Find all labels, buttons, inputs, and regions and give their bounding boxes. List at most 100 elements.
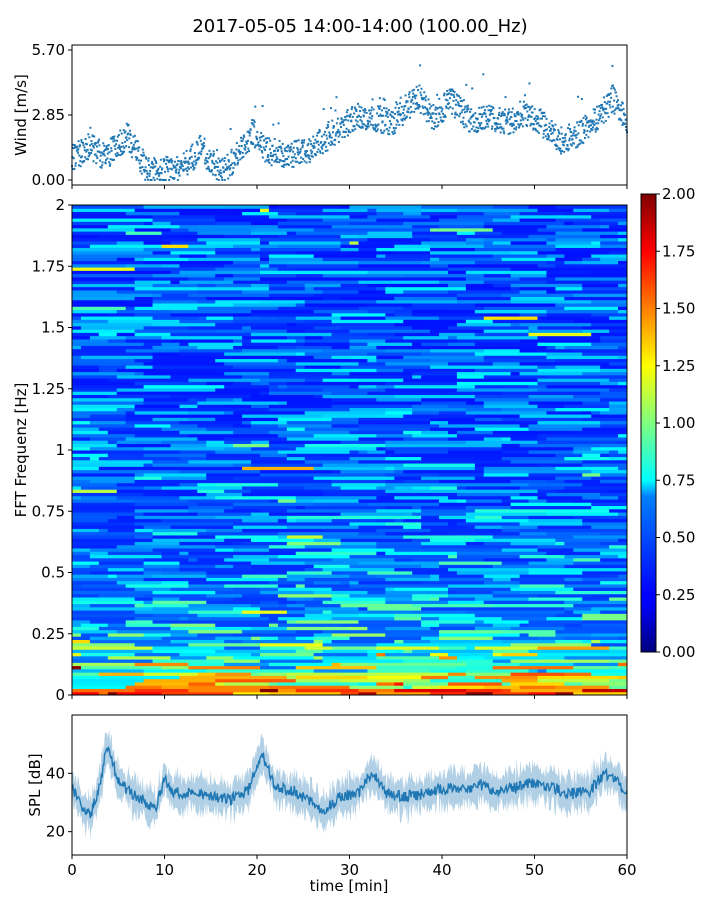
wind-point	[461, 109, 464, 112]
spectrogram-cell	[72, 623, 82, 627]
spectrogram-cell	[456, 374, 485, 379]
spectrogram-cell	[537, 440, 619, 444]
wind-point	[76, 149, 79, 152]
wind-point	[515, 119, 518, 122]
spectrogram-cell	[358, 499, 440, 503]
wind-point	[500, 113, 503, 116]
spectrogram-cell	[555, 538, 619, 542]
spectrogram-cell	[197, 397, 207, 402]
spectrogram-cell	[385, 479, 404, 484]
spectrogram-cell	[98, 528, 109, 533]
wind-point	[284, 149, 287, 152]
spectrogram-cell	[331, 482, 386, 487]
wind-point	[398, 112, 401, 115]
spectrogram-cell	[72, 227, 136, 232]
wind-point	[327, 125, 330, 128]
wind-point	[282, 165, 285, 168]
spectrogram-cell	[519, 528, 592, 533]
spectrogram-cell	[519, 485, 565, 490]
wind-point	[456, 113, 459, 116]
spectrogram-cell	[394, 469, 404, 474]
spectrogram-cell	[134, 407, 189, 412]
spectrogram-cell	[367, 231, 413, 235]
spectrogram-cell	[125, 417, 154, 422]
spectrogram-cell	[125, 410, 136, 415]
wind-point	[336, 131, 339, 134]
wind-point	[358, 105, 361, 108]
wind-point	[85, 157, 88, 160]
wind-point	[570, 131, 573, 134]
spectrogram-cell	[367, 662, 404, 667]
spectrogram-cell	[528, 450, 574, 454]
spectrogram-cell	[528, 515, 574, 520]
wind-point	[597, 122, 600, 125]
spectrogram-cell	[412, 410, 440, 415]
spectrogram-cell	[412, 610, 467, 614]
spectrogram-cell	[349, 240, 359, 245]
spectrogram-cell	[116, 374, 171, 379]
wind-point	[85, 150, 88, 153]
wind-point	[327, 142, 330, 145]
wind-point	[241, 156, 244, 159]
spectrogram-cell	[349, 636, 422, 640]
spectrogram-cell	[439, 561, 503, 565]
spectrogram-cell	[439, 642, 512, 647]
spectrogram-cell	[501, 365, 538, 369]
wind-point	[382, 131, 385, 134]
wind-point	[252, 119, 255, 122]
wind-point	[456, 94, 459, 97]
wind-point	[379, 129, 382, 132]
wind-point	[425, 95, 428, 98]
spectrogram-cell	[206, 655, 234, 660]
spectrogram-cell	[233, 521, 306, 526]
spectrogram-cell	[546, 309, 619, 314]
wind-point	[511, 123, 514, 126]
spectrogram-cell	[286, 456, 306, 461]
wind-point	[560, 126, 563, 129]
wind-point	[97, 140, 100, 143]
spectrogram-cell	[430, 528, 503, 533]
wind-point	[470, 108, 473, 111]
wind-point	[355, 109, 358, 112]
wind-point	[488, 113, 491, 116]
spectrogram-cell	[412, 538, 431, 542]
spectrogram-cell	[555, 453, 583, 458]
spectrogram-cell	[116, 544, 145, 549]
wind-point	[286, 162, 289, 165]
spectrogram-cell	[304, 485, 342, 490]
wind-point	[543, 129, 546, 132]
wind-point	[471, 115, 474, 118]
spectrogram-cell	[224, 263, 261, 268]
wind-point	[451, 88, 454, 91]
wind-point	[379, 113, 382, 116]
y-tick-label: 0	[55, 686, 65, 704]
wind-point	[613, 112, 616, 115]
spectrogram-cell	[233, 355, 315, 360]
wind-point	[415, 85, 418, 88]
spectrogram-cell	[72, 554, 91, 559]
wind-point	[386, 111, 389, 114]
wind-point	[315, 154, 318, 157]
spectrogram-cell	[492, 564, 565, 569]
wind-point	[526, 118, 529, 121]
wind-point	[525, 123, 528, 126]
wind-point	[340, 118, 343, 121]
spectrogram-cell	[331, 423, 359, 428]
wind-point	[453, 91, 456, 94]
wind-point	[286, 145, 289, 148]
spectrogram-cell	[80, 495, 118, 500]
spectrogram-cell	[188, 410, 225, 415]
wind-point	[98, 144, 101, 147]
wind-point	[377, 114, 380, 117]
spectrogram-cell	[349, 214, 368, 219]
wind-point	[153, 158, 156, 161]
spectrogram-cell	[179, 270, 261, 275]
spectrogram-cell	[322, 642, 377, 647]
wind-point	[74, 162, 77, 165]
spectrogram-cell	[555, 476, 592, 480]
spectrogram-cell	[519, 218, 556, 222]
wind-point	[105, 145, 108, 148]
wind-point	[525, 103, 528, 106]
wind-point	[452, 93, 455, 96]
spectrogram-cell	[537, 263, 556, 268]
